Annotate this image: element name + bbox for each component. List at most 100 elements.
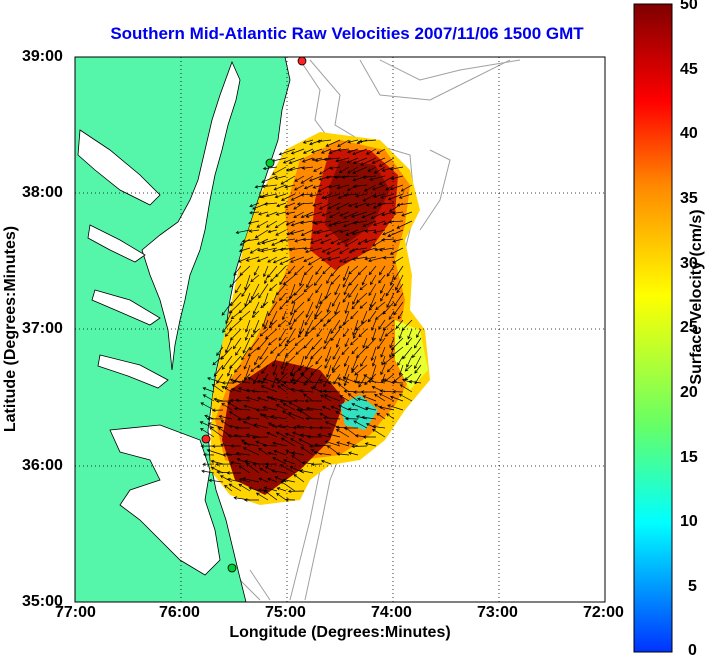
velocity-arrow <box>389 166 404 171</box>
velocity-arrow <box>299 410 314 420</box>
velocity-arrow <box>262 166 278 171</box>
velocity-arrow <box>229 274 242 288</box>
velocity-arrow <box>220 443 233 447</box>
velocity-arrow <box>200 402 215 411</box>
velocity-arrow <box>279 464 296 474</box>
velocity-arrow <box>303 393 314 402</box>
velocity-arrow <box>384 328 395 337</box>
velocity-arrow <box>234 426 251 430</box>
velocity-arrow <box>251 389 269 393</box>
velocity-arrow <box>267 256 278 263</box>
colorbar-tick-label: 25 <box>680 319 698 336</box>
velocity-arrow <box>306 274 314 289</box>
velocity-arrow <box>202 394 215 402</box>
velocity-arrow <box>313 166 323 172</box>
velocity-arrow <box>294 337 305 346</box>
velocity-arrow <box>279 301 287 310</box>
velocity-arrow <box>291 292 305 304</box>
velocity-arrow <box>288 401 305 411</box>
velocity-arrow <box>330 405 341 411</box>
velocity-arrow <box>389 184 404 191</box>
velocity-arrow <box>285 450 296 456</box>
velocity-arrow <box>356 346 368 359</box>
velocity-arrow <box>275 431 287 438</box>
velocity-arrow <box>353 420 368 429</box>
velocity-arrow <box>342 328 350 338</box>
velocity-arrow <box>373 166 386 174</box>
velocity-arrow <box>286 328 296 344</box>
velocity-arrow <box>310 449 323 456</box>
velocity-arrow <box>277 373 287 384</box>
velocity-arrow <box>370 211 386 220</box>
velocity-arrow <box>391 346 404 357</box>
velocity-arrow <box>346 441 359 447</box>
velocity-arrow <box>342 376 359 384</box>
velocity-arrow <box>291 378 305 384</box>
velocity-arrow <box>339 229 350 234</box>
velocity-arrow <box>378 175 395 185</box>
velocity-arrow <box>357 238 368 245</box>
velocity-arrow <box>322 389 341 394</box>
velocity-arrow <box>398 193 413 199</box>
velocity-arrow <box>389 274 395 286</box>
velocity-arrow <box>276 202 287 208</box>
velocity-arrow <box>355 415 368 420</box>
velocity-arrow <box>284 202 296 208</box>
velocity-arrow <box>272 364 278 376</box>
velocity-arrow <box>350 337 359 346</box>
velocity-arrow <box>248 229 260 233</box>
velocity-arrow <box>398 364 404 376</box>
velocity-arrow <box>331 364 341 373</box>
velocity-arrow <box>300 193 314 197</box>
y-tick-label: 35:00 <box>22 593 63 610</box>
velocity-arrow <box>241 238 260 243</box>
velocity-arrow <box>303 283 314 293</box>
velocity-arrow <box>206 417 224 421</box>
velocity-arrow <box>391 380 404 385</box>
velocity-arrow <box>362 435 377 439</box>
velocity-arrow <box>300 175 314 184</box>
velocity-zone-teal <box>340 395 378 430</box>
velocity-arrow <box>243 498 260 502</box>
velocity-arrow <box>348 202 359 207</box>
velocity-arrow <box>250 364 260 372</box>
velocity-arrow <box>251 435 269 440</box>
velocity-arrow <box>376 148 386 155</box>
velocity-arrow <box>311 148 323 154</box>
velocity-arrow <box>352 328 359 339</box>
velocity-arrow <box>272 292 278 304</box>
velocity-arrow <box>213 364 224 377</box>
velocity-arrow <box>371 424 386 429</box>
velocity-arrow <box>398 393 413 402</box>
velocity-arrow <box>376 412 386 420</box>
velocity-arrow <box>267 229 278 234</box>
velocity-arrow <box>378 274 386 284</box>
velocity-arrow <box>321 256 332 262</box>
velocity-arrow <box>303 246 314 251</box>
velocity-arrow <box>301 166 314 170</box>
velocity-arrow <box>407 328 413 340</box>
station-marker <box>265 158 275 168</box>
station-marker <box>201 434 211 444</box>
velocity-arrow <box>350 310 359 320</box>
velocity-arrow <box>255 408 269 412</box>
velocity-arrow <box>257 488 269 492</box>
velocity-arrow <box>315 265 323 275</box>
velocity-arrow <box>337 148 350 152</box>
velocity-arrow <box>326 301 332 313</box>
grid-lines <box>75 57 605 602</box>
velocity-arrow <box>361 274 368 286</box>
velocity-arrow <box>343 193 359 197</box>
velocity-arrow <box>244 459 260 465</box>
velocity-arrow <box>393 301 404 316</box>
velocity-arrow <box>322 319 332 327</box>
velocity-arrow <box>293 399 305 403</box>
velocity-arrow <box>313 310 323 320</box>
velocity-arrow <box>300 229 314 236</box>
colorbar-tick-label: 30 <box>680 255 698 272</box>
velocity-arrow <box>305 416 323 421</box>
velocity-arrow <box>357 397 368 402</box>
velocity-arrow <box>274 193 287 199</box>
velocity-arrow <box>347 148 359 154</box>
velocity-arrow <box>238 465 251 474</box>
